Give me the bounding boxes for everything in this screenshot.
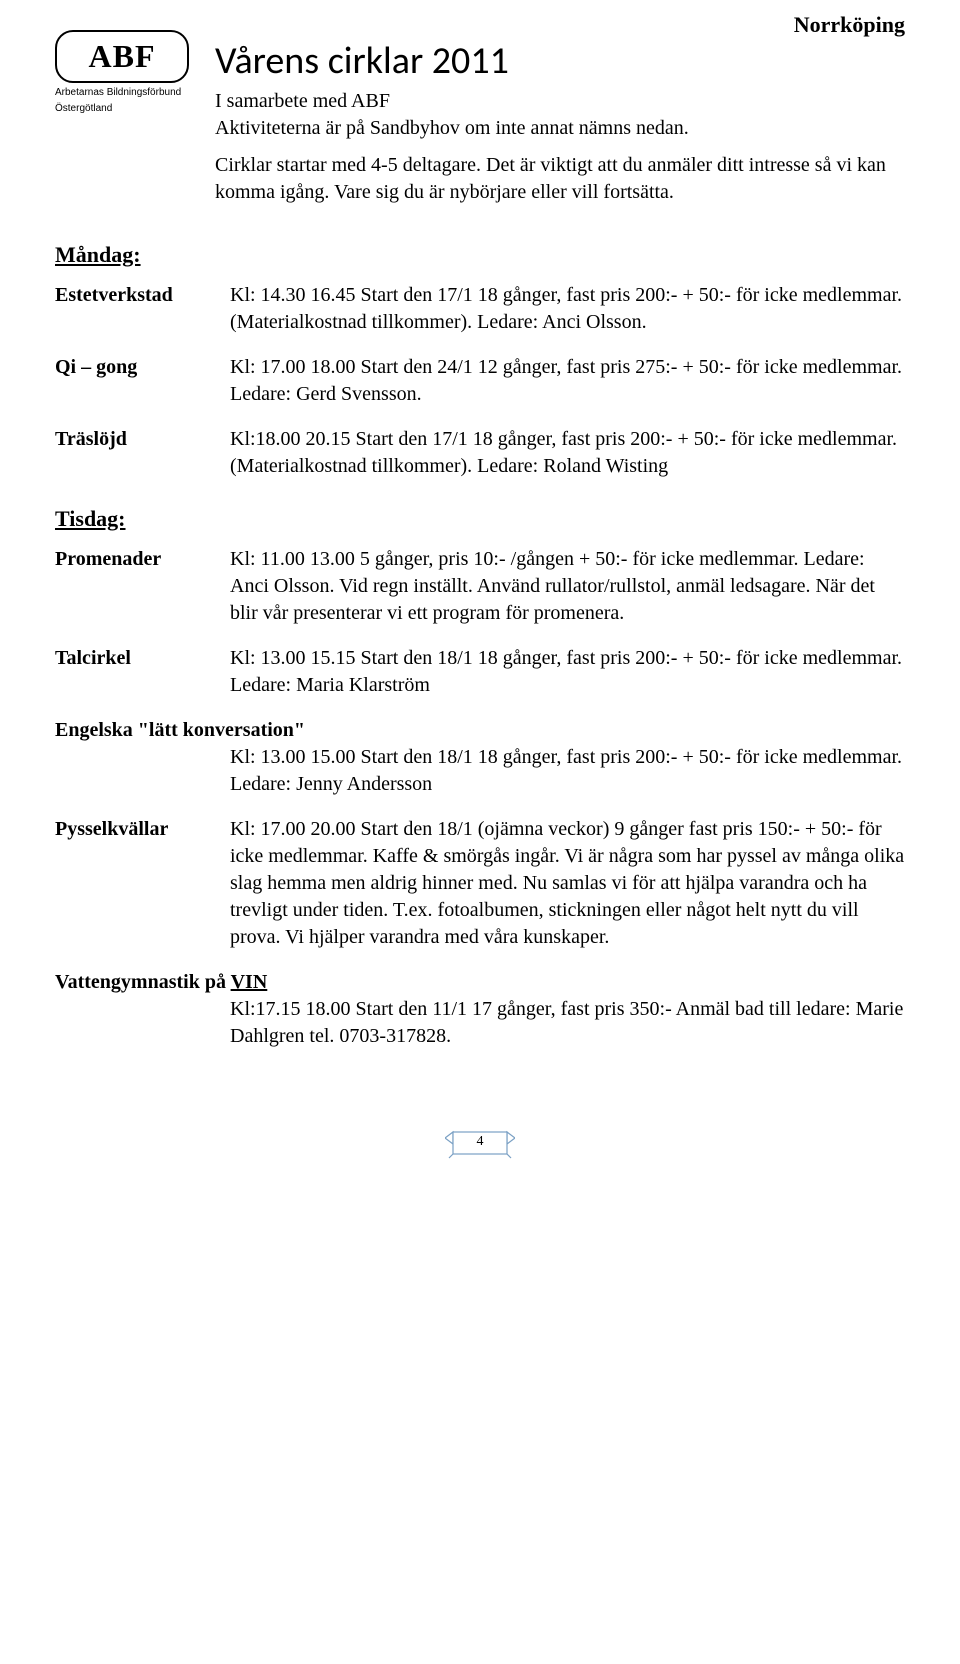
label-engelska: Engelska "lätt konversation" [55, 717, 905, 744]
intro-paragraph-2: Cirklar startar med 4-5 deltagare. Det ä… [215, 152, 905, 206]
label-qigong: Qi – gong [55, 354, 230, 408]
page-title: Vårens cirklar 2011 [215, 38, 905, 84]
text-estetverkstad: Kl: 14.30 16.45 Start den 17/1 18 gånger… [230, 282, 905, 336]
entry-talcirkel: Talcirkel Kl: 13.00 15.15 Start den 18/1… [55, 645, 905, 699]
vin-underline: VIN [231, 971, 268, 993]
intro-line-1: I samarbete med ABF [215, 90, 390, 112]
logo-subtext-2: Östergötland [55, 103, 195, 115]
entry-traslojd: Träslöjd Kl:18.00 20.15 Start den 17/1 1… [55, 426, 905, 480]
label-vattengymnastik: Vattengymnastik på VIN [55, 969, 905, 996]
entry-estetverkstad: Estetverkstad Kl: 14.30 16.45 Start den … [55, 282, 905, 336]
location-heading: Norrköping [794, 12, 905, 38]
text-traslojd: Kl:18.00 20.15 Start den 17/1 18 gånger,… [230, 426, 905, 480]
text-promenader: Kl: 11.00 13.00 5 gånger, pris 10:- /gån… [230, 546, 905, 627]
logo-subtext-1: Arbetarnas Bildningsförbund [55, 87, 195, 99]
text-vattengymnastik: Kl:17.15 18.00 Start den 11/1 17 gånger,… [230, 996, 905, 1050]
entry-engelska: Engelska "lätt konversation" Kl: 13.00 1… [55, 717, 905, 798]
page-number: 4 [445, 1134, 515, 1150]
header-row: ABF Arbetarnas Bildningsförbund Östergöt… [55, 30, 905, 216]
text-engelska: Kl: 13.00 15.00 Start den 18/1 18 gånger… [230, 744, 905, 798]
monday-heading: Måndag: [55, 242, 905, 268]
text-talcirkel: Kl: 13.00 15.15 Start den 18/1 18 gånger… [230, 645, 905, 699]
logo-block: ABF Arbetarnas Bildningsförbund Östergöt… [55, 30, 195, 115]
text-qigong: Kl: 17.00 18.00 Start den 24/1 12 gånger… [230, 354, 905, 408]
entry-qigong: Qi – gong Kl: 17.00 18.00 Start den 24/1… [55, 354, 905, 408]
label-talcirkel: Talcirkel [55, 645, 230, 699]
entry-promenader: Promenader Kl: 11.00 13.00 5 gånger, pri… [55, 546, 905, 627]
page: Norrköping ABF Arbetarnas Bildningsförbu… [0, 0, 960, 1190]
entry-vattengymnastik: Vattengymnastik på VIN Kl:17.15 18.00 St… [55, 969, 905, 1050]
abf-logo: ABF [55, 30, 189, 83]
label-traslojd: Träslöjd [55, 426, 230, 480]
text-pysselkvallar: Kl: 17.00 20.00 Start den 18/1 (ojämna v… [230, 816, 905, 951]
tuesday-heading: Tisdag: [55, 506, 905, 532]
intro-text: I samarbete med ABF Aktiviteterna är på … [215, 88, 905, 206]
label-pysselkvallar: Pysselkvällar [55, 816, 230, 951]
page-number-wrap: 4 [55, 1130, 905, 1160]
intro-line-2: Aktiviteterna är på Sandbyhov om inte an… [215, 117, 689, 139]
label-promenader: Promenader [55, 546, 230, 627]
label-estetverkstad: Estetverkstad [55, 282, 230, 336]
entry-pysselkvallar: Pysselkvällar Kl: 17.00 20.00 Start den … [55, 816, 905, 951]
page-number-ribbon: 4 [445, 1130, 515, 1160]
title-block: Vårens cirklar 2011 I samarbete med ABF … [215, 30, 905, 216]
